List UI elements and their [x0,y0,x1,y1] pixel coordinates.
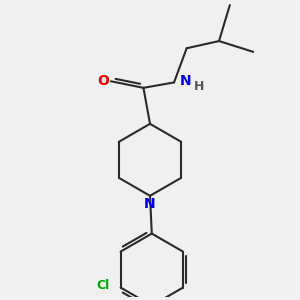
Text: H: H [194,80,205,93]
Text: Cl: Cl [96,279,109,292]
Text: O: O [97,74,109,88]
Text: N: N [180,74,192,88]
Text: N: N [144,197,156,211]
